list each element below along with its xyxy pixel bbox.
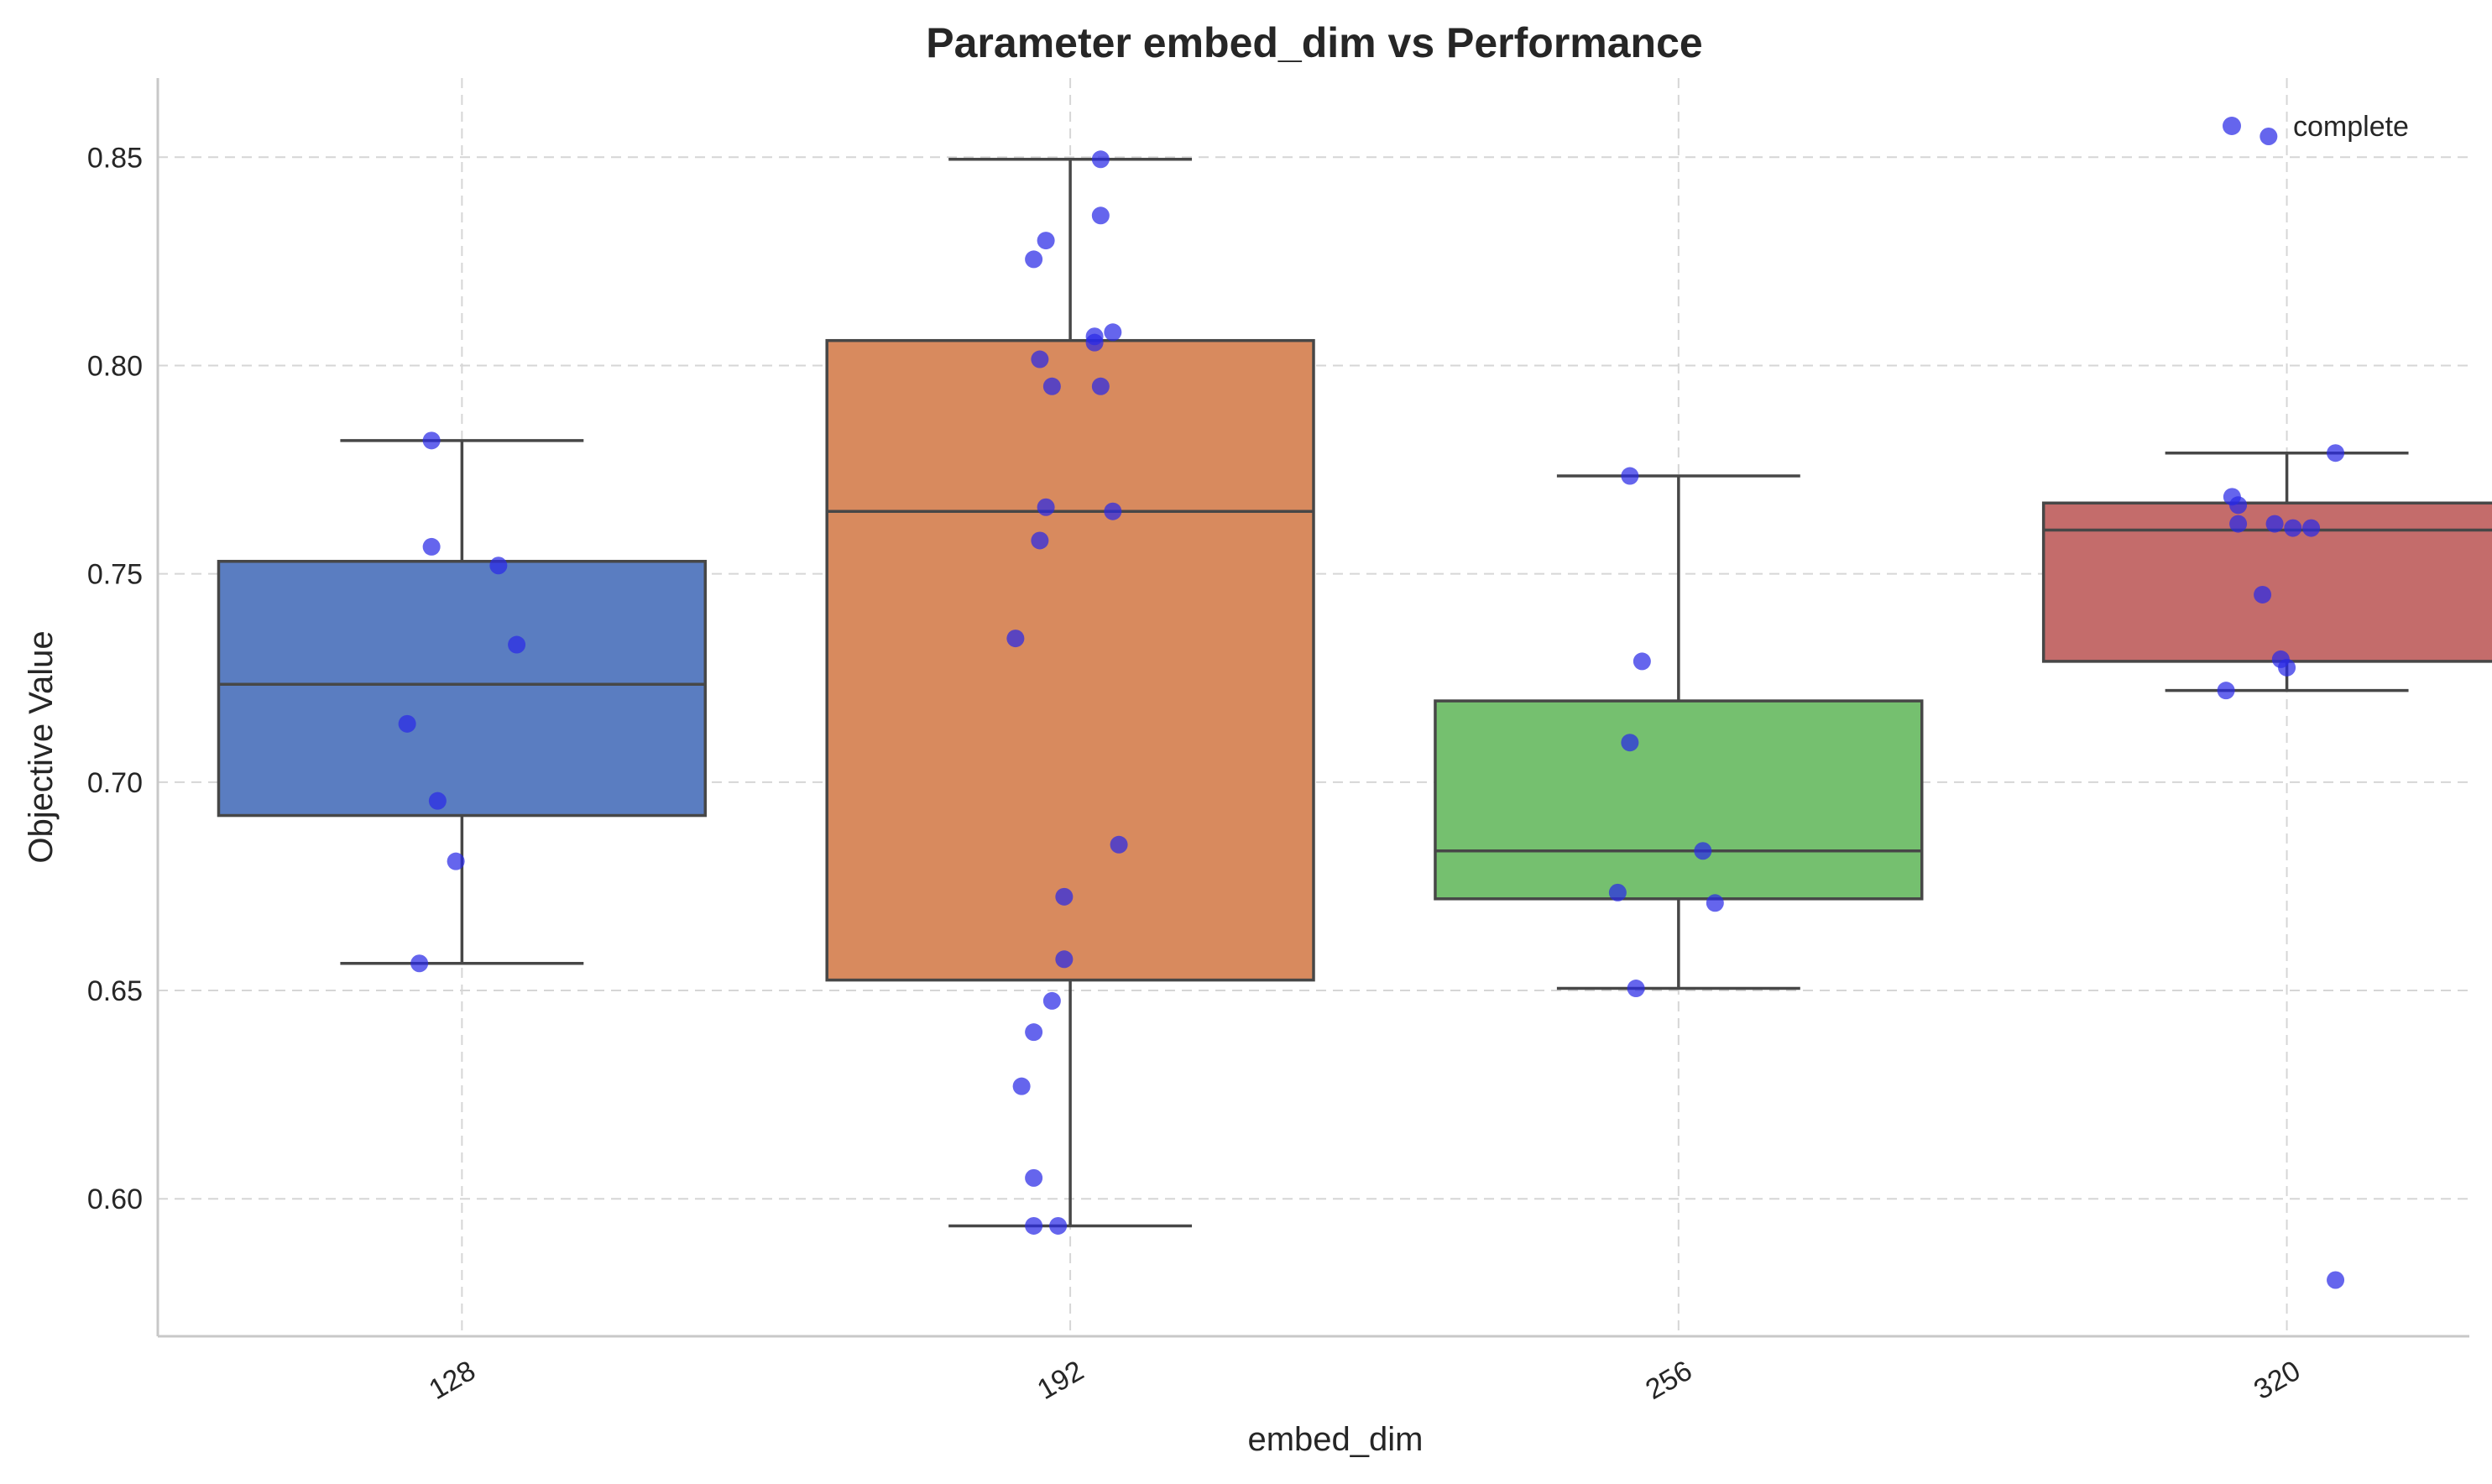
data-point (1037, 232, 1055, 250)
data-points (398, 127, 2345, 1289)
box-320 (2041, 451, 2492, 692)
x-axis-label: embed_dim (1247, 1421, 1423, 1458)
legend-label-complete: complete (2293, 111, 2409, 143)
y-axis-label: Objective Value (23, 630, 60, 863)
data-point (1694, 842, 1712, 860)
chart-title: Parameter embed_dim vs Performance (926, 19, 1702, 66)
legend-marker (2223, 117, 2241, 135)
data-point (2284, 519, 2302, 537)
data-point (1621, 467, 1639, 485)
box-192 (825, 158, 1315, 1228)
data-point (410, 954, 429, 973)
data-point (422, 537, 441, 556)
data-point (1706, 894, 1724, 912)
data-point (398, 714, 416, 733)
data-point (2327, 1271, 2345, 1289)
data-point (2278, 658, 2296, 677)
y-tick-label: 0.70 (87, 767, 143, 799)
data-point (2302, 519, 2321, 537)
data-point (489, 556, 508, 575)
x-tick-label: 320 (2249, 1355, 2306, 1406)
data-point (1104, 323, 1122, 342)
data-point (1025, 250, 1043, 269)
data-point (1055, 887, 1074, 906)
data-point (1025, 1023, 1043, 1042)
data-point (1042, 991, 1061, 1010)
data-point (1042, 377, 1061, 395)
data-point (1633, 652, 1651, 671)
box-128 (217, 439, 708, 965)
y-tick-label: 0.80 (87, 350, 143, 382)
x-tick-label: 256 (1640, 1355, 1697, 1406)
data-point (1621, 734, 1639, 752)
x-tick-labels: 128 192 256 320 (424, 1355, 2306, 1406)
data-point (2254, 585, 2272, 604)
data-point (1627, 980, 1645, 998)
data-point (508, 635, 526, 654)
data-point (1110, 835, 1128, 854)
data-point (2229, 515, 2248, 533)
data-point (2327, 444, 2345, 462)
y-tick-label: 0.85 (87, 142, 143, 174)
iqr-box (825, 338, 1315, 982)
data-point (1025, 1216, 1043, 1235)
data-point (428, 792, 447, 810)
data-point (1025, 1168, 1043, 1187)
data-point (2265, 515, 2284, 533)
data-point (422, 431, 441, 450)
data-point (1085, 333, 1104, 352)
legend: complete (2223, 111, 2409, 143)
axes-spines (156, 78, 2469, 1338)
box-256 (1434, 474, 1924, 990)
iqr-box (1434, 699, 1924, 901)
data-point (1091, 206, 1110, 225)
data-point (1091, 377, 1110, 395)
data-point (2260, 127, 2278, 145)
data-point (1055, 950, 1074, 969)
data-point (1031, 531, 1049, 550)
y-tick-label: 0.65 (87, 975, 143, 1007)
data-point (1091, 150, 1110, 169)
data-point (1006, 630, 1025, 648)
x-tick-label: 128 (424, 1355, 481, 1406)
data-point (1037, 498, 1055, 516)
data-point (1049, 1216, 1068, 1235)
data-point (1031, 350, 1049, 368)
y-tick-label: 0.75 (87, 559, 143, 591)
data-point (2229, 496, 2248, 515)
boxes (217, 158, 2492, 1228)
data-point (447, 852, 465, 870)
x-tick-label: 192 (1032, 1355, 1089, 1406)
y-tick-label: 0.60 (87, 1184, 143, 1215)
data-point (1012, 1077, 1031, 1095)
y-tick-labels: 0.60 0.65 0.70 0.75 0.80 0.85 (87, 142, 143, 1215)
data-point (2217, 682, 2235, 700)
iqr-box (217, 560, 708, 818)
data-point (1608, 883, 1627, 901)
data-point (1104, 502, 1122, 520)
